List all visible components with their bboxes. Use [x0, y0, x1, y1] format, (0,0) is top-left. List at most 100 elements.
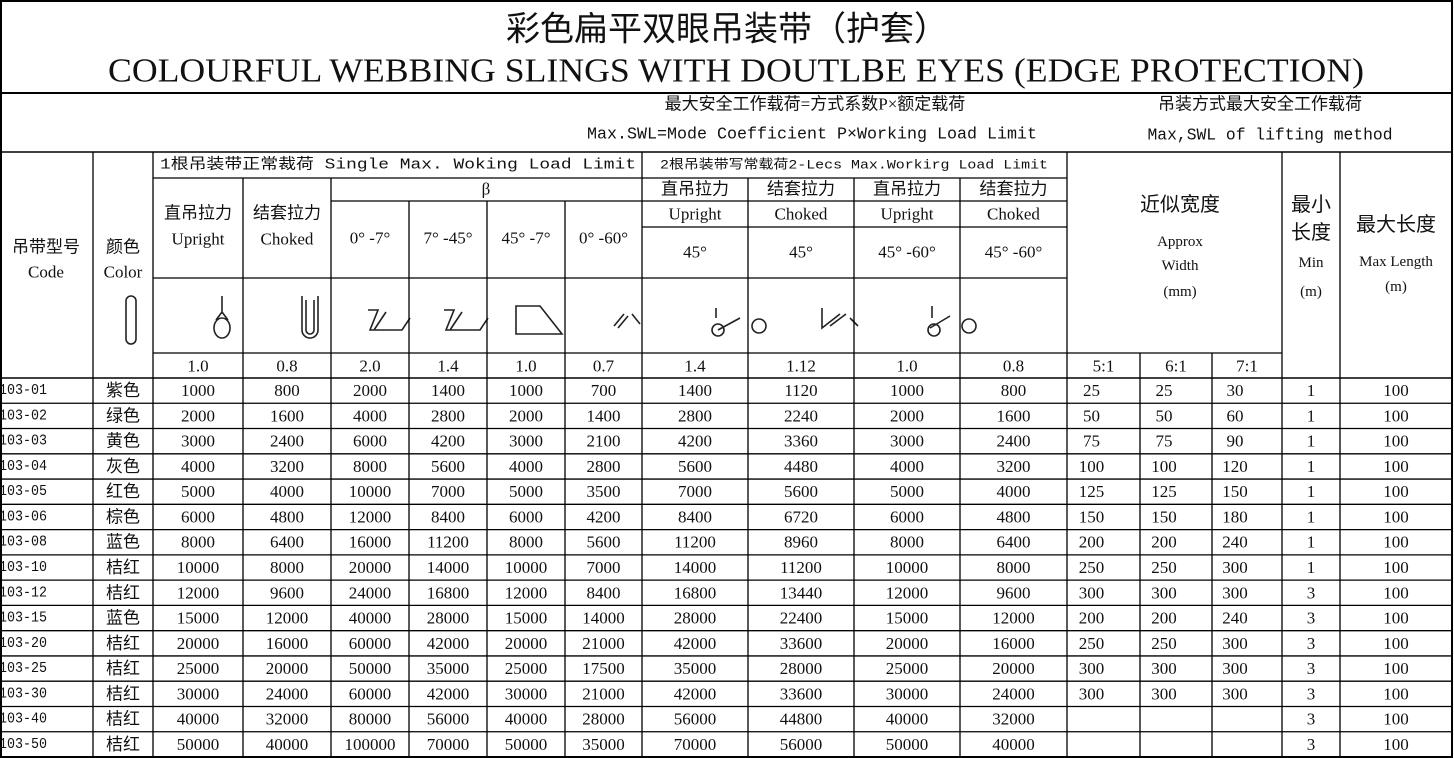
- load: 4000: [181, 457, 215, 476]
- min-length: 1: [1307, 432, 1316, 451]
- load: 8000: [890, 533, 924, 552]
- load: 7000: [678, 482, 712, 501]
- factor: 1.12: [786, 357, 816, 376]
- load: 20000: [349, 558, 392, 577]
- width: 50: [1083, 406, 1100, 425]
- load: 14000: [427, 558, 470, 577]
- load: 9600: [997, 583, 1031, 602]
- method-en: Max,SWL of lifting method: [1148, 127, 1393, 146]
- load: 800: [274, 381, 300, 400]
- choked-cn: 结套拉力: [253, 204, 321, 223]
- load: 22400: [780, 609, 823, 628]
- min-length: 3: [1307, 684, 1316, 703]
- width: 250: [1151, 634, 1177, 653]
- color: 红色: [106, 482, 140, 501]
- code: SL-LS103-15: [0, 610, 47, 627]
- load: 1400: [431, 381, 465, 400]
- load: 2000: [509, 406, 543, 425]
- load: 20000: [505, 634, 548, 653]
- load: 8400: [678, 507, 712, 526]
- load: 1400: [587, 406, 621, 425]
- width: 200: [1151, 609, 1177, 628]
- code-head-en: Code: [28, 263, 64, 282]
- min-length: 1: [1307, 381, 1316, 400]
- load: 2000: [890, 406, 924, 425]
- icons: [125, 295, 977, 345]
- load: 20000: [886, 634, 929, 653]
- width: 240: [1222, 609, 1248, 628]
- load: 15000: [505, 609, 548, 628]
- load: 3000: [890, 432, 924, 451]
- load: 35000: [674, 659, 717, 678]
- load: 28000: [674, 609, 717, 628]
- min-length: 1: [1307, 457, 1316, 476]
- width: 300: [1222, 684, 1248, 703]
- width: 120: [1222, 457, 1248, 476]
- width: 90: [1227, 432, 1244, 451]
- load: 35000: [427, 659, 470, 678]
- max-length: 100: [1383, 684, 1409, 703]
- ratio: 7:1: [1236, 357, 1258, 376]
- color: 灰色: [106, 457, 140, 476]
- load: 3000: [509, 432, 543, 451]
- load: 32000: [992, 710, 1035, 729]
- load: 10000: [349, 482, 392, 501]
- load: 2400: [997, 432, 1031, 451]
- icon-sling: [125, 295, 137, 345]
- load: 6000: [890, 507, 924, 526]
- min-length: 3: [1307, 659, 1316, 678]
- max-length: 100: [1383, 583, 1409, 602]
- ratio: 6:1: [1165, 357, 1187, 376]
- load: 28000: [427, 609, 470, 628]
- load: 2800: [431, 406, 465, 425]
- load: 4000: [270, 482, 304, 501]
- mode-cn: 直吊拉力: [873, 180, 941, 199]
- color: 蓝色: [106, 609, 140, 628]
- load: 2800: [587, 457, 621, 476]
- min-length: 3: [1307, 609, 1316, 628]
- load: 14000: [582, 609, 625, 628]
- load: 70000: [674, 735, 717, 754]
- width: 50: [1156, 406, 1173, 425]
- min-length: 1: [1307, 558, 1316, 577]
- min-head-cn: 最小: [1291, 193, 1331, 216]
- code: SL-LS103-04: [0, 458, 47, 475]
- load: 40000: [349, 609, 392, 628]
- mode-angle: 45°: [789, 243, 813, 262]
- upright-cn: 直吊拉力: [164, 204, 232, 223]
- factor: 1.0: [515, 357, 536, 376]
- color: 桔红: [106, 710, 140, 729]
- load: 50000: [886, 735, 929, 754]
- color: 桔红: [106, 659, 140, 678]
- width: 200: [1079, 609, 1105, 628]
- load: 21000: [582, 684, 625, 703]
- load: 8000: [353, 457, 387, 476]
- load: 3000: [181, 432, 215, 451]
- code: SL-LS103-08: [0, 534, 47, 551]
- load: 16800: [427, 583, 470, 602]
- color: 绿色: [106, 406, 140, 425]
- max-length: 100: [1383, 558, 1409, 577]
- min-length: 1: [1307, 533, 1316, 552]
- load: 28000: [582, 710, 625, 729]
- load: 12000: [349, 507, 392, 526]
- min-length: 1: [1307, 507, 1316, 526]
- min-length: 1: [1307, 482, 1316, 501]
- load: 4000: [353, 406, 387, 425]
- load: 12000: [505, 583, 548, 602]
- color: 黄色: [106, 432, 140, 451]
- load: 7000: [587, 558, 621, 577]
- load: 8400: [587, 583, 621, 602]
- min-head-cn: 长度: [1291, 221, 1331, 244]
- load: 2000: [353, 381, 387, 400]
- max-length: 100: [1383, 381, 1409, 400]
- icon-choked: [301, 296, 319, 339]
- max-length: 100: [1383, 735, 1409, 754]
- icon-angle: [368, 309, 411, 331]
- load: 6720: [784, 507, 818, 526]
- max-head-cn: 最大长度: [1356, 213, 1436, 236]
- code: SL-LS103-30: [0, 685, 47, 702]
- formula-en: Max.SWL=Mode Coefficient P×Working Load …: [587, 126, 1037, 145]
- factor: 1.4: [684, 357, 706, 376]
